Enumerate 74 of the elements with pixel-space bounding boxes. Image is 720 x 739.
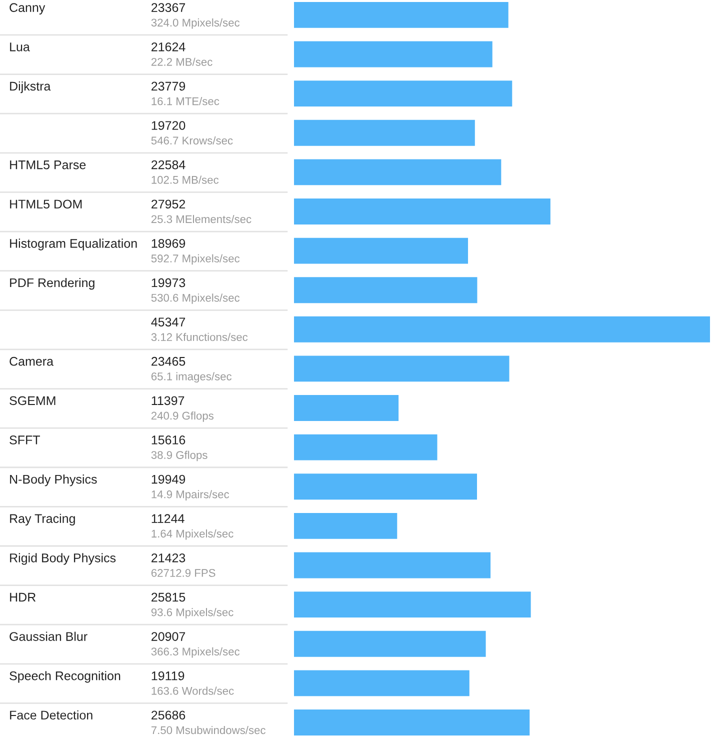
- y-tick-label: HDR: [10, 592, 36, 602]
- text: 7.50 Msubwindows/sec: [151, 726, 266, 734]
- data-label: 25686: [152, 710, 186, 720]
- data-label: 11244: [152, 514, 184, 523]
- bar: [294, 120, 475, 146]
- text: 93.6 Mpixels/sec: [151, 608, 234, 618]
- bar: [294, 592, 531, 618]
- data-label: 19973: [152, 278, 186, 288]
- bar: [294, 277, 478, 304]
- y-tick-label: Face Detection: [10, 710, 92, 720]
- bar: [294, 238, 468, 264]
- bar: [294, 41, 492, 68]
- y-tick-label: Gaussian Blur: [10, 632, 88, 641]
- data-label: 20907: [152, 632, 186, 641]
- text: 324.0 Mpixels/sec: [151, 18, 240, 29]
- text: 65.1 images/sec: [151, 372, 232, 383]
- text: 25.3 MElements/sec: [151, 214, 252, 224]
- text: 366.3 Mpixels/sec: [151, 647, 240, 658]
- text: 16.1 MTE/sec: [152, 97, 220, 106]
- text: 1.64 Mpixels/sec: [152, 529, 234, 540]
- y-tick-label: HTML5 Parse: [10, 160, 86, 170]
- text: 163.6 Words/sec: [152, 686, 234, 695]
- data-label: 19949: [152, 474, 186, 484]
- bar: [294, 630, 486, 657]
- text: 22.2 MB/sec: [151, 58, 212, 66]
- bar: [294, 710, 530, 736]
- text: 530.6 Mpixels/sec: [151, 294, 240, 304]
- bar: [294, 670, 470, 696]
- y-tick-label: Speech Recognition: [10, 671, 120, 683]
- y-tick-label: Dijkstra: [10, 81, 51, 94]
- bar: [294, 316, 710, 342]
- y-tick-label: SFFT: [10, 436, 40, 444]
- data-label: 18969: [152, 239, 186, 248]
- data-label: 15616: [152, 436, 186, 444]
- data-label: 21624: [152, 42, 186, 52]
- text: 3.12 Kfunctions/sec: [151, 332, 248, 342]
- data-label: 23465: [152, 356, 186, 366]
- text: 592.7 Mpixels/sec: [151, 254, 240, 265]
- y-tick-label: PDF Rendering: [10, 278, 94, 290]
- y-tick-label: Rigid Body Physics: [10, 553, 116, 565]
- data-label: 22584: [152, 160, 186, 170]
- bar: [294, 80, 512, 107]
- text: 240.9 Gflops: [151, 411, 214, 422]
- y-tick-label: Ray Tracing: [10, 514, 75, 526]
- data-label: 21423: [152, 553, 186, 562]
- bar: [294, 512, 398, 539]
- data-label: 11397: [152, 396, 184, 406]
- data-label: 19720: [152, 121, 186, 130]
- bar: [294, 395, 399, 421]
- bar: [294, 356, 510, 382]
- text: 546.7 Krows/sec: [151, 136, 233, 144]
- y-tick-label: Camera: [10, 356, 54, 366]
- text: 62712.9 FPS: [151, 569, 216, 577]
- data-label: 19119: [152, 671, 184, 680]
- y-tick-label: HTML5 DOM: [10, 200, 82, 209]
- bar: [294, 198, 550, 224]
- text: 14.9 Mpairs/sec: [152, 490, 230, 500]
- y-tick-label: Lua: [10, 42, 30, 52]
- data-label: 23779: [152, 82, 186, 91]
- bar: [294, 474, 478, 500]
- data-label: 27952: [152, 200, 186, 209]
- y-tick-label: Canny: [10, 3, 46, 14]
- y-tick-label: SGEMM: [10, 396, 56, 406]
- bar: [294, 552, 491, 578]
- text: 38.9 Gflops: [151, 450, 208, 462]
- data-label: 45347: [151, 318, 186, 326]
- y-tick-label: N-Body Physics: [10, 474, 97, 486]
- data-label: 23367: [152, 3, 186, 12]
- bar: [294, 434, 438, 460]
- bar: [294, 2, 508, 28]
- y-tick-label: Histogram Equalization: [10, 238, 137, 250]
- bar: [294, 159, 502, 186]
- data-label: 25815: [152, 592, 186, 602]
- text: 102.5 MB/sec: [152, 176, 219, 184]
